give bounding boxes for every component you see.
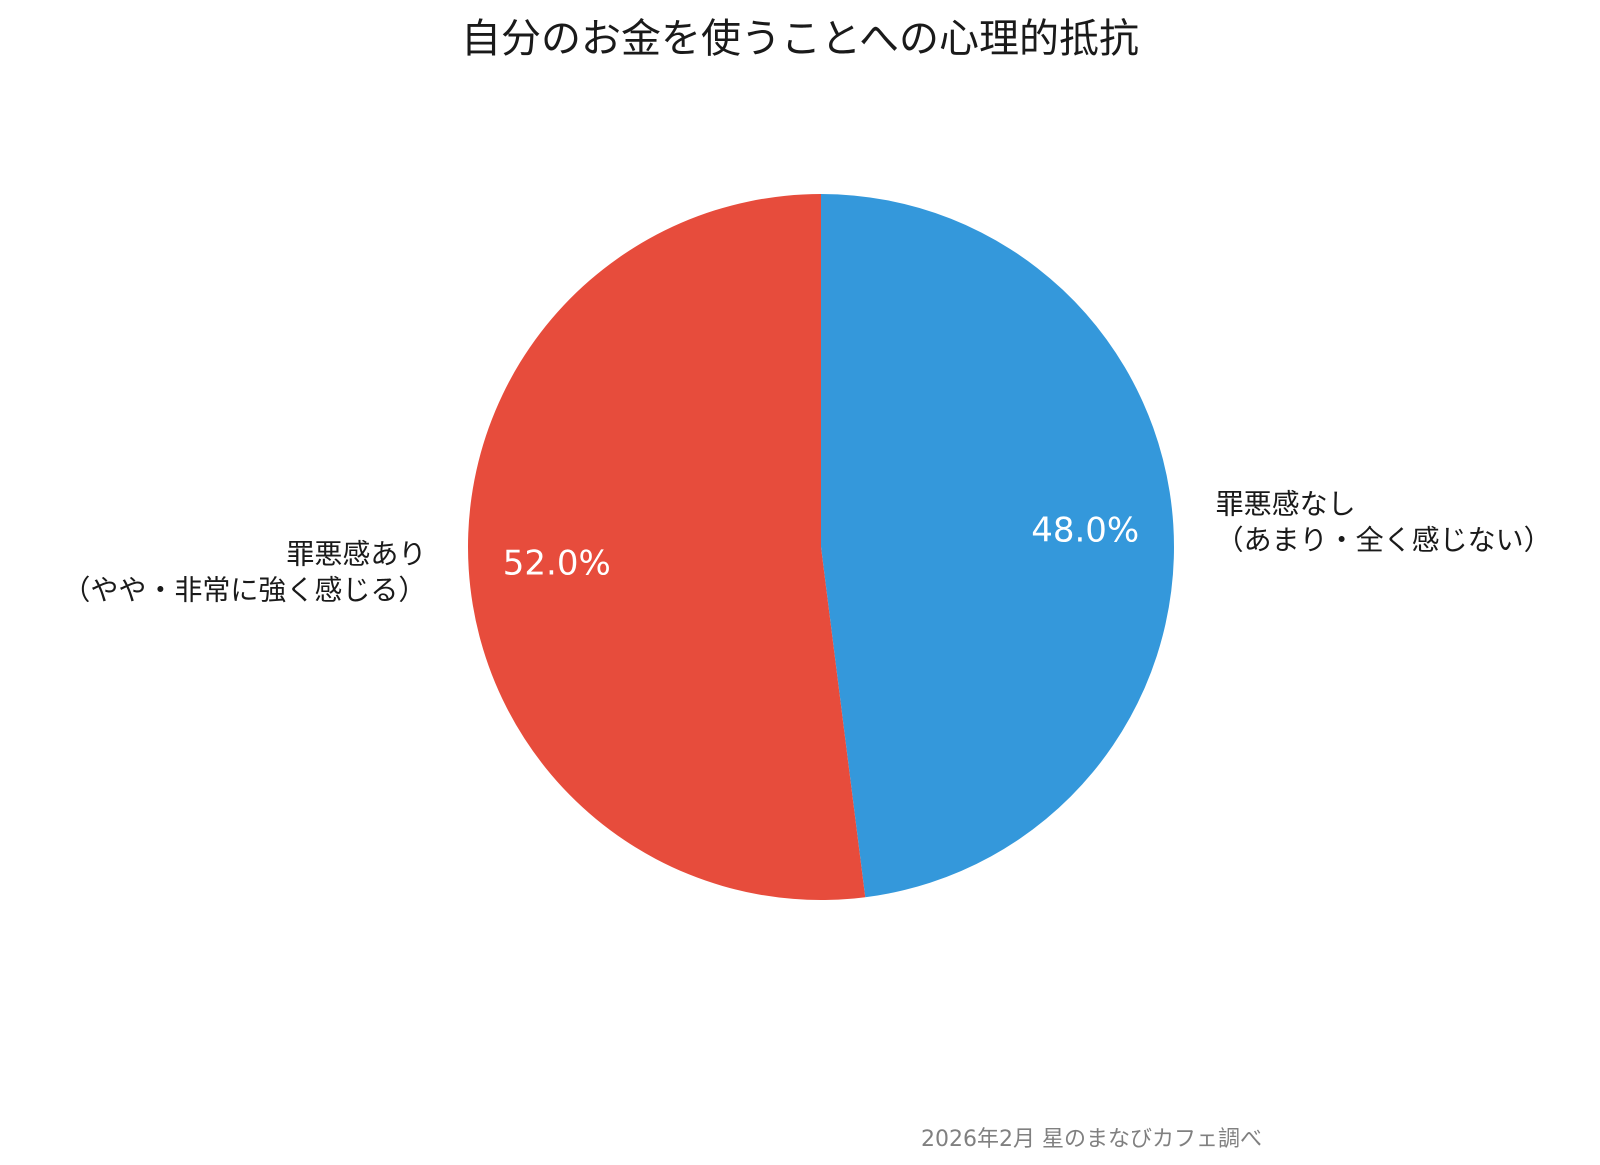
pie-slice-1 <box>467 194 866 901</box>
pie-slice-1-label-line-0: 罪悪感あり <box>286 537 426 570</box>
pie-slice-1-label-line-1: （やや・非常に強く感じる） <box>62 573 426 606</box>
pie-slice-0-label-line-0: 罪悪感なし <box>1216 488 1356 521</box>
pie-slice-1-percent: 52.0% <box>503 544 611 584</box>
pie-slice-0-percent: 48.0% <box>1031 510 1139 550</box>
chart-title: 自分のお金を使うことへの心理的抵抗 <box>461 16 1139 62</box>
pie-slice-0-label-line-1: （あまり・全く感じない） <box>1216 524 1552 557</box>
pie-slice-0 <box>821 194 1174 898</box>
source-note: 2026年2月 星のまなびカフェ調べ <box>921 1127 1262 1152</box>
